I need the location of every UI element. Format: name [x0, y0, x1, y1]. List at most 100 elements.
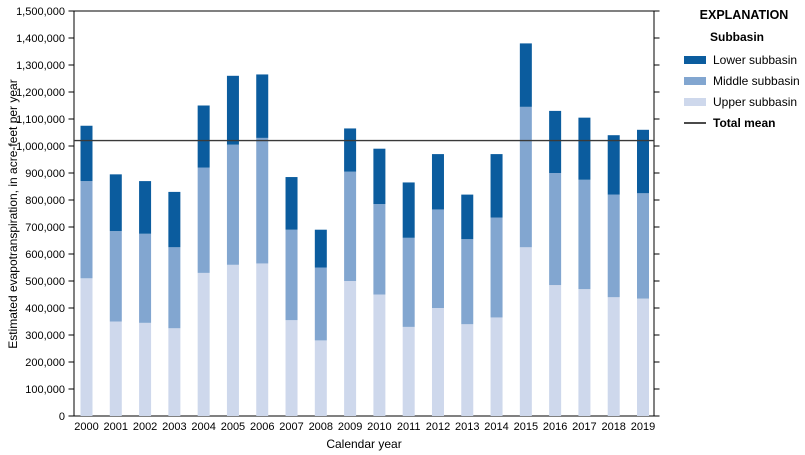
legend-item-total-mean: Total mean	[684, 112, 804, 133]
x-tick-label: 2017	[572, 421, 596, 433]
bar-segment-middle-2004	[197, 167, 210, 273]
bar-segment-lower-2019	[637, 129, 649, 194]
y-tick-label: 1,000,000	[16, 141, 65, 153]
upper-subbasin-swatch-icon	[684, 97, 706, 106]
y-tick-label: 900,000	[25, 168, 65, 180]
bar-segment-middle-2016	[549, 173, 562, 286]
x-tick-label: 2019	[631, 421, 655, 433]
bar-segment-lower-2013	[461, 194, 474, 240]
bar-segment-lower-2008	[314, 229, 327, 268]
y-tick-label: 0	[59, 411, 65, 423]
bar-segment-middle-2019	[637, 193, 649, 299]
legend-item-label: Total mean	[713, 115, 776, 130]
bar-segment-upper-2011	[402, 326, 415, 416]
y-axis-title: Estimated evapotranspiration, in acre-fe…	[6, 79, 20, 349]
y-tick-label: 1,300,000	[16, 60, 65, 72]
x-tick-label: 2006	[250, 421, 274, 433]
y-tick-label: 700,000	[25, 222, 65, 234]
x-tick-label: 2015	[514, 421, 538, 433]
legend-item-lower-subbasin: Lower subbasin	[684, 49, 804, 70]
bar-segment-upper-2018	[607, 297, 620, 416]
bar-segment-middle-2018	[607, 194, 620, 298]
y-tick-label: 1,400,000	[16, 33, 65, 45]
bar-segment-upper-2008	[314, 340, 327, 416]
y-tick-label: 1,500,000	[16, 6, 65, 18]
bar-segment-lower-2011	[402, 182, 415, 238]
x-tick-label: 2003	[162, 421, 186, 433]
x-tick-label: 2002	[133, 421, 157, 433]
legend-item-middle-subbasin: Middle subbasin	[684, 70, 804, 91]
x-tick-label: 2012	[426, 421, 450, 433]
bar-segment-lower-2009	[344, 128, 357, 172]
x-tick-label: 2001	[104, 421, 128, 433]
bar-segment-middle-2010	[373, 204, 386, 295]
y-tick-label: 500,000	[25, 276, 65, 288]
bar-segment-upper-2014	[490, 317, 503, 416]
x-tick-label: 2014	[484, 421, 508, 433]
bar-segment-middle-2007	[285, 229, 298, 321]
y-tick-label: 300,000	[25, 330, 65, 342]
lower-subbasin-swatch-icon	[684, 55, 706, 64]
y-tick-label: 200,000	[25, 357, 65, 369]
legend-item-upper-subbasin: Upper subbasin	[684, 91, 804, 112]
bar-segment-upper-2012	[431, 308, 444, 416]
y-tick-label: 600,000	[25, 249, 65, 261]
x-tick-label: 2011	[397, 421, 421, 433]
bar-segment-upper-2003	[168, 328, 181, 416]
x-tick-label: 2013	[455, 421, 479, 433]
bar-segment-upper-2015	[519, 247, 532, 416]
bar-segment-lower-2006	[256, 74, 269, 138]
plot-frame	[73, 10, 655, 417]
x-tick-label: 2016	[543, 421, 567, 433]
bar-segment-upper-2006	[256, 263, 269, 416]
bar-segment-lower-2016	[549, 110, 562, 173]
legend-title: EXPLANATION	[699, 8, 789, 22]
bar-segment-middle-2002	[139, 233, 152, 323]
legend-item-label: Middle subbasin	[713, 73, 800, 88]
bar-segment-upper-2007	[285, 320, 298, 416]
x-tick-label: 2010	[367, 421, 391, 433]
x-tick-label: 2008	[309, 421, 333, 433]
legend-item-label: Upper subbasin	[713, 94, 798, 109]
legend-subtitle: Subbasin	[710, 30, 765, 44]
bar-segment-lower-2004	[197, 105, 210, 168]
bar-segment-middle-2006	[256, 137, 269, 264]
bar-segment-middle-2014	[490, 217, 503, 318]
x-tick-label: 2009	[338, 421, 362, 433]
bar-segment-middle-2012	[431, 209, 444, 308]
x-tick-label: 2000	[74, 421, 98, 433]
bar-segment-upper-2002	[139, 322, 152, 416]
y-tick-label: 800,000	[25, 195, 65, 207]
bar-segment-lower-2018	[607, 135, 620, 195]
bar-segment-lower-2007	[285, 177, 298, 230]
bar-segment-upper-2019	[637, 298, 649, 416]
bar-segment-middle-2017	[578, 179, 591, 290]
y-tick-label: 1,200,000	[16, 87, 65, 99]
y-tick-label: 1,100,000	[16, 114, 65, 126]
bar-segment-upper-2009	[344, 281, 357, 416]
bar-segment-upper-2016	[549, 285, 562, 416]
bar-segment-upper-2013	[461, 324, 474, 416]
legend: EXPLANATION Subbasin Lower subbasin Midd…	[684, 8, 804, 133]
bar-segment-upper-2004	[197, 272, 210, 416]
bar-segment-middle-2013	[461, 239, 474, 325]
bar-segment-lower-2017	[578, 117, 591, 180]
bar-segment-middle-2000	[80, 181, 93, 279]
y-tick-label: 100,000	[25, 384, 65, 396]
bar-segment-middle-2008	[314, 267, 327, 341]
x-tick-label: 2004	[191, 421, 215, 433]
bar-segment-middle-2009	[344, 171, 357, 281]
legend-item-label: Lower subbasin	[713, 52, 798, 67]
bar-segment-lower-2012	[431, 154, 444, 210]
bar-segment-lower-2001	[109, 174, 122, 232]
x-tick-label: 2007	[279, 421, 303, 433]
bar-segment-lower-2014	[490, 154, 503, 218]
bar-segment-upper-2005	[226, 264, 239, 416]
bar-segment-middle-2003	[168, 247, 181, 329]
bar-segment-middle-2001	[109, 231, 122, 322]
bar-segment-upper-2010	[373, 294, 386, 416]
x-tick-label: 2018	[601, 421, 625, 433]
bar-segment-middle-2015	[519, 106, 532, 248]
